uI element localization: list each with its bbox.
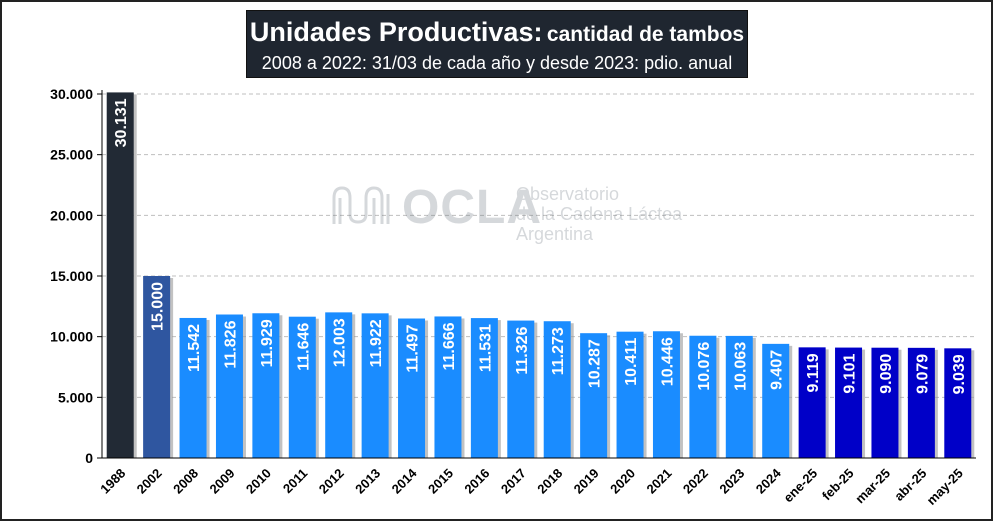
bar	[580, 333, 608, 458]
bar	[543, 321, 571, 458]
bar	[652, 331, 680, 458]
bar	[871, 347, 899, 458]
y-tick-label: 5.000	[58, 389, 93, 405]
x-tick-label: feb-25	[819, 466, 857, 504]
bar	[179, 317, 207, 458]
bar-value-label: 9.101	[842, 353, 859, 393]
gridlines	[102, 93, 976, 398]
y-tick-label: 15.000	[50, 268, 93, 284]
bar-value-label: 12.003	[332, 318, 349, 367]
x-tick-label: 2008	[170, 466, 201, 497]
bar-value-label: 11.929	[259, 319, 276, 367]
x-tick-label: 2024	[753, 465, 785, 497]
x-tick-label: 2013	[352, 466, 383, 497]
bar-value-label: 10.063	[732, 342, 749, 391]
x-tick-label: 2012	[316, 466, 347, 497]
bar	[507, 320, 535, 458]
ocla-line3: Argentina	[516, 224, 594, 244]
bars: 30.131 15.000 11.542 11.826 11.929 11.646 12.0…	[106, 92, 975, 459]
bar	[106, 92, 134, 459]
bar	[325, 312, 353, 458]
y-tick-label: 30.000	[50, 86, 93, 102]
bar-value-label: 10.287	[587, 339, 604, 388]
bar-value-label: 11.646	[295, 323, 312, 371]
x-tick-label: 2022	[680, 466, 711, 497]
x-tick-label: 1988	[97, 466, 128, 497]
bar-value-label: 15.000	[150, 282, 167, 331]
bar	[907, 347, 935, 458]
bar-value-label: 11.666	[441, 322, 458, 370]
bar	[725, 335, 753, 458]
y-tick-label: 0	[85, 450, 93, 466]
bar-value-label: 11.326	[514, 326, 531, 374]
bar	[361, 313, 389, 458]
bar-value-label: 9.090	[878, 354, 895, 394]
x-tick-label: 2010	[243, 466, 274, 497]
x-tick-label: 2021	[644, 466, 675, 497]
ocla-brand: OCLA	[402, 181, 542, 234]
x-tick-label: 2023	[716, 466, 747, 497]
bar	[143, 276, 171, 458]
bar	[215, 314, 243, 458]
x-tick-label: 2015	[425, 466, 456, 497]
x-tick-label: mar-25	[852, 466, 893, 507]
x-tick-label: 2016	[461, 466, 492, 497]
bar	[252, 313, 280, 458]
x-tick-label: 2014	[389, 465, 421, 497]
bar-value-label: 10.076	[696, 342, 713, 391]
y-tick-label: 25.000	[50, 147, 93, 163]
x-tick-label: 2009	[207, 466, 238, 497]
bar-value-label: 9.039	[951, 354, 968, 394]
bar-value-label: 11.542	[186, 324, 203, 372]
x-tick-label: 2011	[280, 466, 311, 497]
chart-subtitle: 2008 a 2022: 31/03 de cada año y desde 2…	[261, 53, 733, 73]
bar-value-label: 30.131	[113, 98, 130, 147]
bar-value-label: 11.531	[477, 324, 494, 372]
bar-value-label: 11.497	[405, 324, 422, 372]
bar	[616, 331, 644, 458]
bar-value-label: 9.079	[914, 354, 931, 394]
bar	[434, 316, 462, 458]
y-tick-label: 20.000	[50, 207, 93, 223]
x-tick-label: ene-25	[781, 466, 821, 506]
bar-value-label: 11.826	[222, 320, 239, 368]
bar-value-label: 10.446	[659, 337, 676, 386]
x-tick-label: may-25	[924, 466, 966, 508]
x-tick-label: 2018	[534, 466, 565, 497]
bar-value-label: 9.407	[769, 350, 786, 390]
ocla-line1: Observatorio	[516, 184, 620, 204]
chart-title-box: Unidades Productivas: cantidad de tambos…	[246, 10, 748, 78]
title-main: Unidades Productivas:	[249, 17, 543, 47]
y-tick-label: 10.000	[50, 329, 93, 345]
bar-value-label: 9.119	[805, 353, 822, 392]
bar	[288, 316, 316, 458]
x-tick-label: 2017	[498, 466, 529, 497]
bar	[944, 348, 972, 458]
ocla-watermark: OCLA Observatorio de la Cadena Láctea Ar…	[330, 180, 690, 250]
bar	[470, 318, 498, 458]
x-tick-label: 2020	[607, 466, 638, 497]
bar	[798, 347, 826, 458]
x-tick-label: 2002	[134, 466, 165, 497]
ocla-logo-icon	[332, 186, 390, 224]
title-rest: cantidad de tambos	[546, 23, 745, 46]
bar	[398, 318, 426, 458]
bar	[835, 347, 863, 458]
bar	[762, 343, 790, 458]
x-tick-label: 2019	[571, 466, 602, 497]
bar-value-label: 10.411	[623, 338, 640, 386]
bar-value-label: 11.273	[550, 327, 567, 375]
bar	[689, 335, 717, 458]
ocla-line2: de la Cadena Láctea	[516, 204, 683, 224]
chart-title: Unidades Productivas: cantidad de tambos	[247, 17, 747, 48]
bar-value-label: 11.922	[368, 319, 385, 367]
